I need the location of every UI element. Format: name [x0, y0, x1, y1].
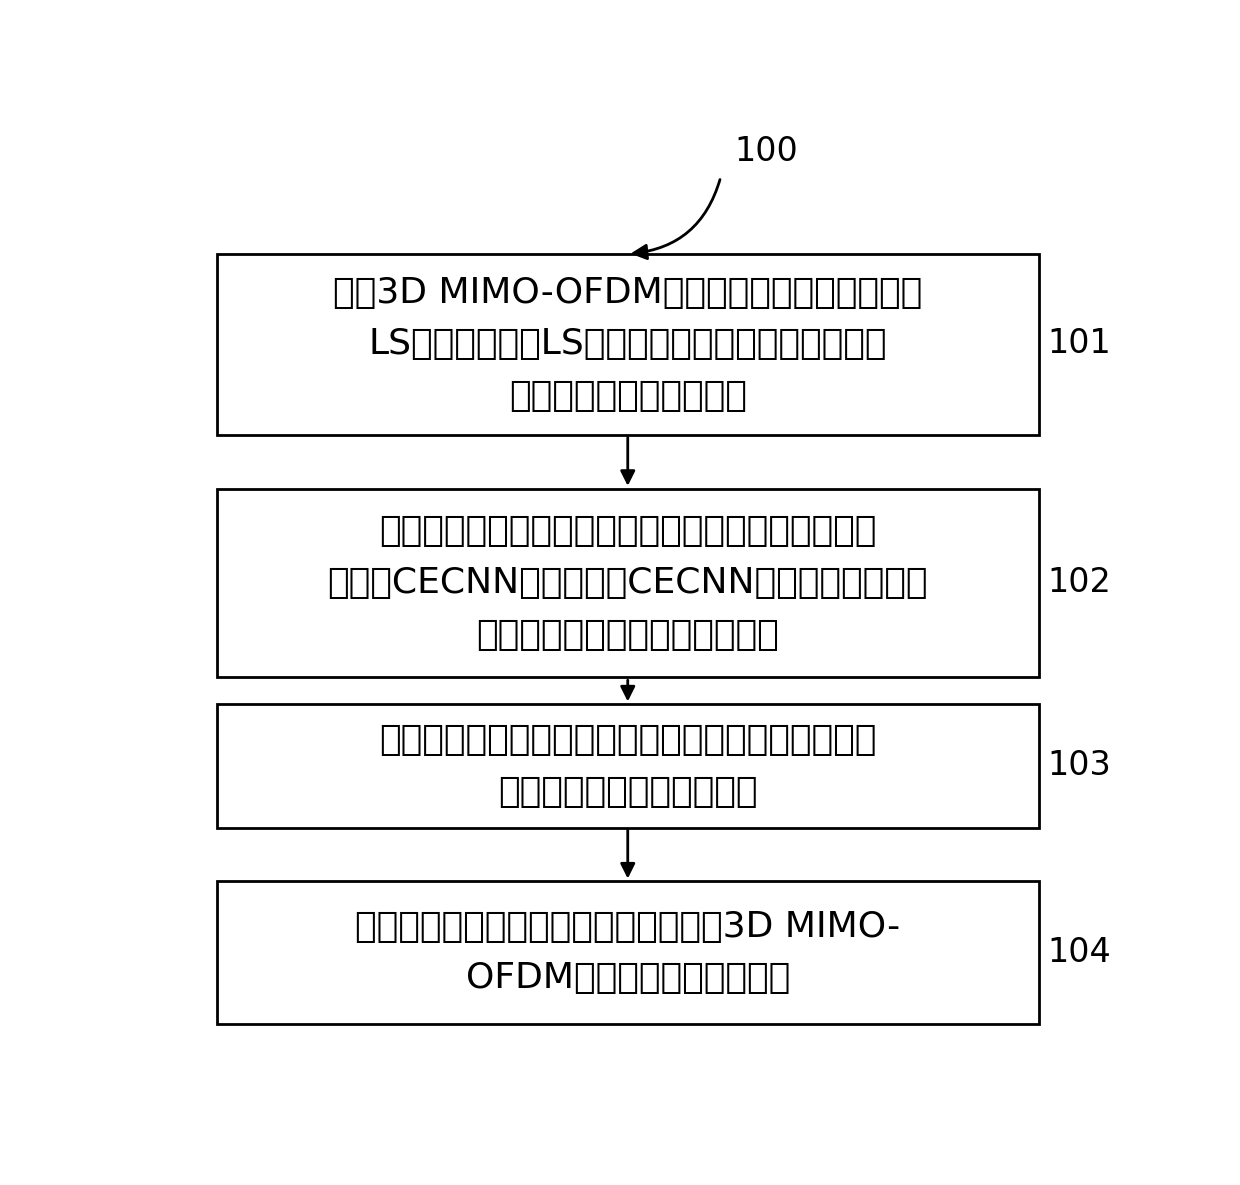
- Text: 100: 100: [734, 135, 799, 167]
- Bar: [217, 704, 1039, 827]
- FancyArrowPatch shape: [634, 179, 720, 258]
- Text: 104: 104: [1048, 936, 1111, 969]
- Text: 103: 103: [1048, 749, 1111, 782]
- Text: 将实部图像化表示和虚部图形化表示分别作为已训练
的实部CECNN模型和虚部CECNN模型的输入，并分
别输出一个完整信道图像化表示: 将实部图像化表示和虚部图形化表示分别作为已训练 的实部CECNN模型和虚部CEC…: [327, 514, 928, 652]
- Text: 对实部数据和虚部数据进行拼接，得到3D MIMO-
OFDM系统完整的信道响应值: 对实部数据和虚部数据进行拼接，得到3D MIMO- OFDM系统完整的信道响应值: [355, 910, 900, 995]
- Bar: [217, 488, 1039, 678]
- Bar: [217, 254, 1039, 435]
- Text: 采用3D MIMO-OFDM系统中接收到的导频值计算
LS估计值，并对LS估计值进行预处理得到实部图像
化表示和虚部图形化表示: 采用3D MIMO-OFDM系统中接收到的导频值计算 LS估计值，并对LS估计值…: [334, 276, 923, 412]
- Bar: [217, 882, 1039, 1024]
- Text: 101: 101: [1048, 327, 1111, 360]
- Text: 分别对两个完整信道图像化表示进行归一化的逆向操
作得到实部数据和虚部数据: 分别对两个完整信道图像化表示进行归一化的逆向操 作得到实部数据和虚部数据: [379, 723, 877, 808]
- Text: 102: 102: [1048, 566, 1112, 600]
